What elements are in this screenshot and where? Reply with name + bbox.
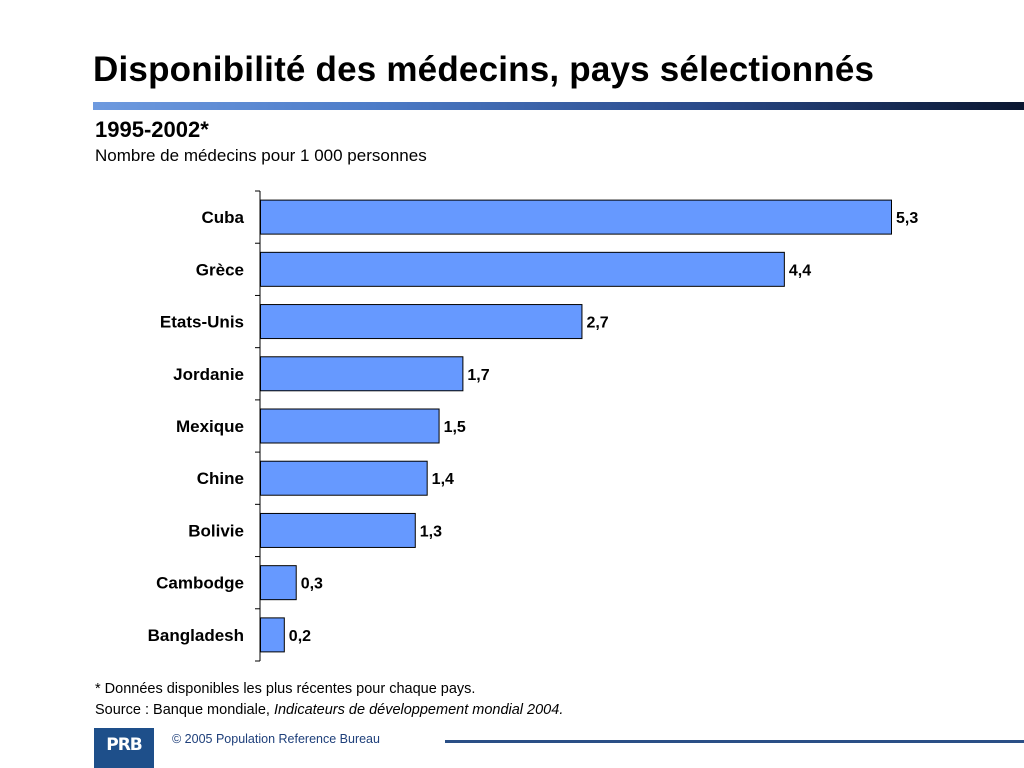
- bar-4: [260, 408, 440, 444]
- bar-6: [260, 512, 416, 548]
- category-label: Jordanie: [173, 365, 244, 384]
- chart-subtitle: 1995-2002*: [95, 117, 209, 142]
- logo-text: PRB: [106, 735, 143, 755]
- category-label: Cuba: [202, 208, 245, 227]
- data-label: 1,7: [467, 367, 489, 384]
- data-label: 0,2: [289, 628, 311, 645]
- bar-3: [260, 356, 464, 392]
- data-label: 1,3: [420, 523, 442, 540]
- bar-2: [260, 304, 583, 340]
- footer-rule: [445, 740, 1024, 743]
- bar-5: [260, 460, 428, 496]
- page-title: Disponibilité des médecins, pays sélecti…: [93, 50, 875, 89]
- data-label: 4,4: [789, 262, 811, 279]
- category-label: Grèce: [196, 260, 244, 279]
- category-label: Mexique: [176, 417, 244, 436]
- category-label: Bangladesh: [148, 626, 244, 645]
- data-label: 2,7: [586, 315, 608, 332]
- chart-units: Nombre de médecins pour 1 000 personnes: [95, 146, 427, 165]
- source-title: Indicateurs de développement mondial 200…: [273, 702, 564, 718]
- category-label: Etats-Unis: [160, 313, 244, 332]
- bar-7: [260, 565, 297, 601]
- category-label: Cambodge: [156, 574, 244, 593]
- data-label: 0,3: [301, 576, 323, 593]
- source-note: Source : Banque mondiale, Indicateurs de…: [95, 702, 563, 718]
- data-label: 1,5: [444, 419, 466, 436]
- bar-8: [260, 617, 285, 653]
- category-label: Chine: [197, 469, 244, 488]
- data-label: 5,3: [896, 210, 918, 227]
- source-prefix: Source : Banque mondiale,: [95, 702, 274, 718]
- category-label: Bolivie: [188, 521, 244, 540]
- data-label: 1,4: [432, 471, 454, 488]
- title-rule: [93, 102, 1024, 110]
- bar-1: [260, 251, 785, 287]
- bar-0: [260, 199, 892, 235]
- prb-logo: PRB: [94, 728, 154, 768]
- footnote: * Données disponibles les plus récentes …: [95, 681, 476, 697]
- copyright: © 2005 Population Reference Bureau: [172, 732, 380, 746]
